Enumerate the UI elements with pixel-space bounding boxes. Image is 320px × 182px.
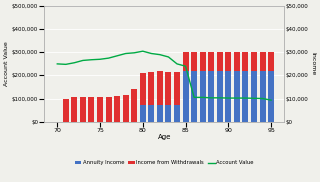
Bar [174,105,180,122]
Account Value [175,63,179,65]
Bar [268,52,274,71]
Bar [140,73,146,105]
Bar [140,105,146,122]
Bar [260,71,266,122]
Bar [148,72,154,105]
Bar [251,52,257,71]
Bar [157,105,163,122]
Bar [225,52,231,71]
Bar [80,97,86,122]
Y-axis label: Account Value: Account Value [4,41,9,86]
Bar [200,52,206,71]
Bar [114,96,120,122]
Line: Account Value: Account Value [57,51,271,100]
Bar [148,105,154,122]
Account Value [201,96,204,98]
Account Value [158,54,162,56]
Bar [234,71,240,122]
Bar [71,97,77,122]
Account Value [149,52,153,55]
Bar [225,71,231,122]
Bar [260,52,266,71]
Account Value [235,97,239,99]
Account Value [55,63,59,65]
Account Value [252,97,256,99]
Bar [131,89,137,122]
Account Value [166,56,170,58]
Bar [106,97,112,122]
Bar [165,72,172,105]
Account Value [98,58,102,60]
Account Value [124,52,128,55]
Bar [63,98,69,122]
Bar [191,52,197,71]
Bar [183,71,188,122]
Bar [191,71,197,122]
Bar [217,71,223,122]
Bar [174,72,180,105]
Bar [208,71,214,122]
Bar [165,105,172,122]
Bar [268,71,274,122]
Bar [157,71,163,105]
Account Value [209,97,213,99]
Account Value [244,97,247,99]
Bar [200,71,206,122]
Bar [123,95,129,122]
Account Value [132,52,136,54]
Account Value [90,59,93,61]
Account Value [227,97,230,99]
Account Value [260,97,264,100]
Account Value [141,50,145,52]
Account Value [107,57,110,59]
X-axis label: Age: Age [157,134,171,140]
Account Value [64,63,68,66]
Bar [243,71,248,122]
Bar [217,52,223,71]
Bar [97,97,103,122]
Bar [243,52,248,71]
Bar [208,52,214,71]
Account Value [81,59,85,62]
Bar [183,52,188,71]
Account Value [269,99,273,101]
Bar [234,52,240,71]
Bar [251,71,257,122]
Y-axis label: Income: Income [311,52,316,76]
Legend: Annuity Income, Income from Withdrawals, Account Value: Annuity Income, Income from Withdrawals,… [73,158,256,167]
Account Value [72,62,76,64]
Account Value [184,65,188,67]
Bar [89,97,94,122]
Account Value [192,96,196,98]
Account Value [115,55,119,57]
Account Value [218,97,222,99]
